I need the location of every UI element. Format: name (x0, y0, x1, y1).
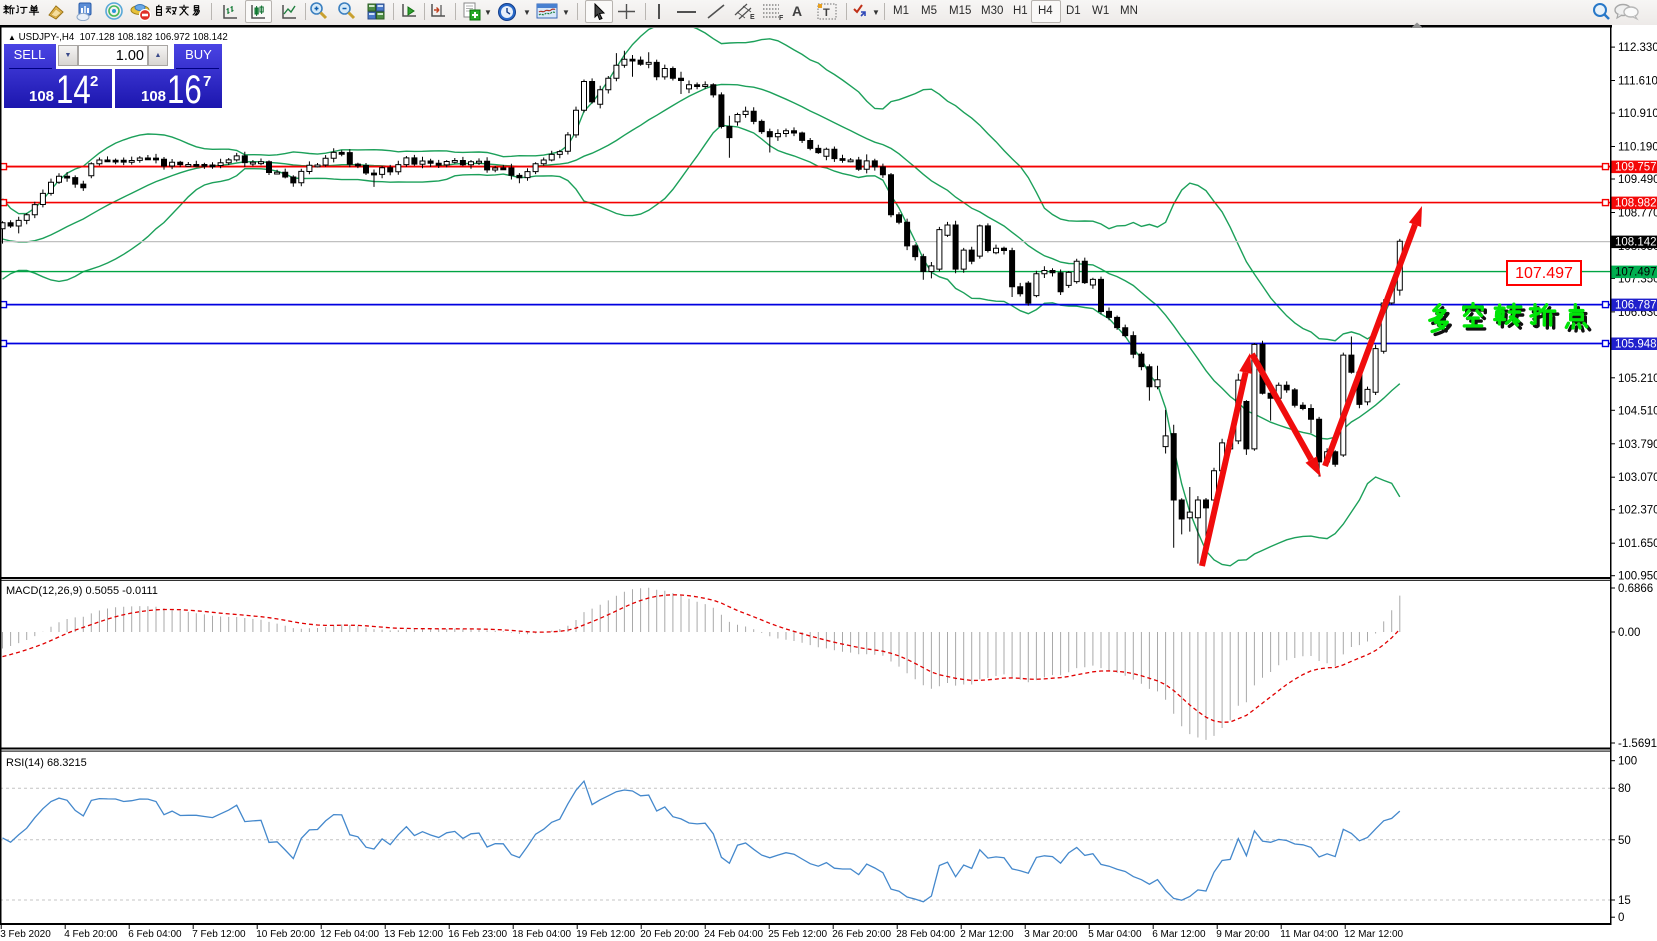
svg-text:10 Feb 20:00: 10 Feb 20:00 (256, 929, 315, 940)
svg-text:105.948: 105.948 (1615, 339, 1657, 351)
svg-text:16 Feb 23:00: 16 Feb 23:00 (448, 929, 507, 940)
svg-text:3 Mar 20:00: 3 Mar 20:00 (1024, 929, 1078, 940)
svg-text:107.497: 107.497 (1615, 267, 1657, 279)
svg-text:106.787: 106.787 (1615, 300, 1657, 312)
svg-text:0: 0 (1618, 912, 1624, 924)
svg-text:11 Mar 04:00: 11 Mar 04:00 (1280, 929, 1339, 940)
svg-text:3 Feb 2020: 3 Feb 2020 (0, 929, 51, 940)
svg-text:24 Feb 04:00: 24 Feb 04:00 (704, 929, 763, 940)
svg-text:102.370: 102.370 (1618, 505, 1657, 517)
svg-text:18 Feb 04:00: 18 Feb 04:00 (512, 929, 571, 940)
svg-text:108.982: 108.982 (1615, 198, 1657, 210)
svg-text:104.510: 104.510 (1618, 405, 1657, 417)
svg-text:20 Feb 20:00: 20 Feb 20:00 (640, 929, 699, 940)
svg-text:28 Feb 04:00: 28 Feb 04:00 (896, 929, 955, 940)
svg-text:RSI(14) 68.3215: RSI(14) 68.3215 (6, 757, 87, 769)
svg-text:0.00: 0.00 (1618, 627, 1640, 639)
svg-text:105.210: 105.210 (1618, 373, 1657, 385)
svg-text:100: 100 (1618, 756, 1637, 768)
svg-text:9 Mar 20:00: 9 Mar 20:00 (1216, 929, 1270, 940)
svg-text:80: 80 (1618, 783, 1631, 795)
svg-text:-1.5691: -1.5691 (1618, 738, 1657, 750)
svg-text:7 Feb 12:00: 7 Feb 12:00 (192, 929, 246, 940)
svg-text:103.790: 103.790 (1618, 439, 1657, 451)
svg-text:4 Feb 20:00: 4 Feb 20:00 (64, 929, 118, 940)
svg-text:110.190: 110.190 (1618, 142, 1657, 154)
svg-text:F: F (779, 15, 784, 21)
svg-text:112.330: 112.330 (1618, 42, 1657, 54)
svg-text:110.910: 110.910 (1618, 108, 1657, 120)
svg-text:12 Feb 04:00: 12 Feb 04:00 (320, 929, 379, 940)
svg-text:108.142: 108.142 (1615, 237, 1657, 249)
svg-text:107.497: 107.497 (1515, 265, 1573, 282)
svg-text:26 Feb 20:00: 26 Feb 20:00 (832, 929, 891, 940)
svg-text:12 Mar 12:00: 12 Mar 12:00 (1344, 929, 1403, 940)
svg-text:109.490: 109.490 (1618, 174, 1657, 186)
svg-text:111.610: 111.610 (1618, 76, 1657, 88)
svg-text:5 Mar 04:00: 5 Mar 04:00 (1088, 929, 1142, 940)
svg-text:2 Mar 12:00: 2 Mar 12:00 (960, 929, 1014, 940)
svg-text:103.070: 103.070 (1618, 472, 1657, 484)
svg-text:MACD(12,26,9) 0.5055 -0.0111: MACD(12,26,9) 0.5055 -0.0111 (6, 585, 158, 597)
svg-text:108.770: 108.770 (1618, 208, 1657, 220)
svg-text:0.6866: 0.6866 (1618, 583, 1653, 595)
svg-text:6 Mar 12:00: 6 Mar 12:00 (1152, 929, 1206, 940)
svg-text:T: T (823, 7, 830, 19)
svg-text:19 Feb 12:00: 19 Feb 12:00 (576, 929, 635, 940)
svg-text:13 Feb 12:00: 13 Feb 12:00 (384, 929, 443, 940)
svg-text:101.650: 101.650 (1618, 538, 1657, 550)
svg-text:15: 15 (1618, 895, 1631, 907)
svg-text:50: 50 (1618, 835, 1631, 847)
svg-text:6 Feb 04:00: 6 Feb 04:00 (128, 929, 182, 940)
svg-text:100.950: 100.950 (1618, 571, 1657, 583)
svg-text:109.757: 109.757 (1615, 162, 1657, 174)
svg-text:25 Feb 12:00: 25 Feb 12:00 (768, 929, 827, 940)
svg-text:E: E (750, 14, 755, 21)
